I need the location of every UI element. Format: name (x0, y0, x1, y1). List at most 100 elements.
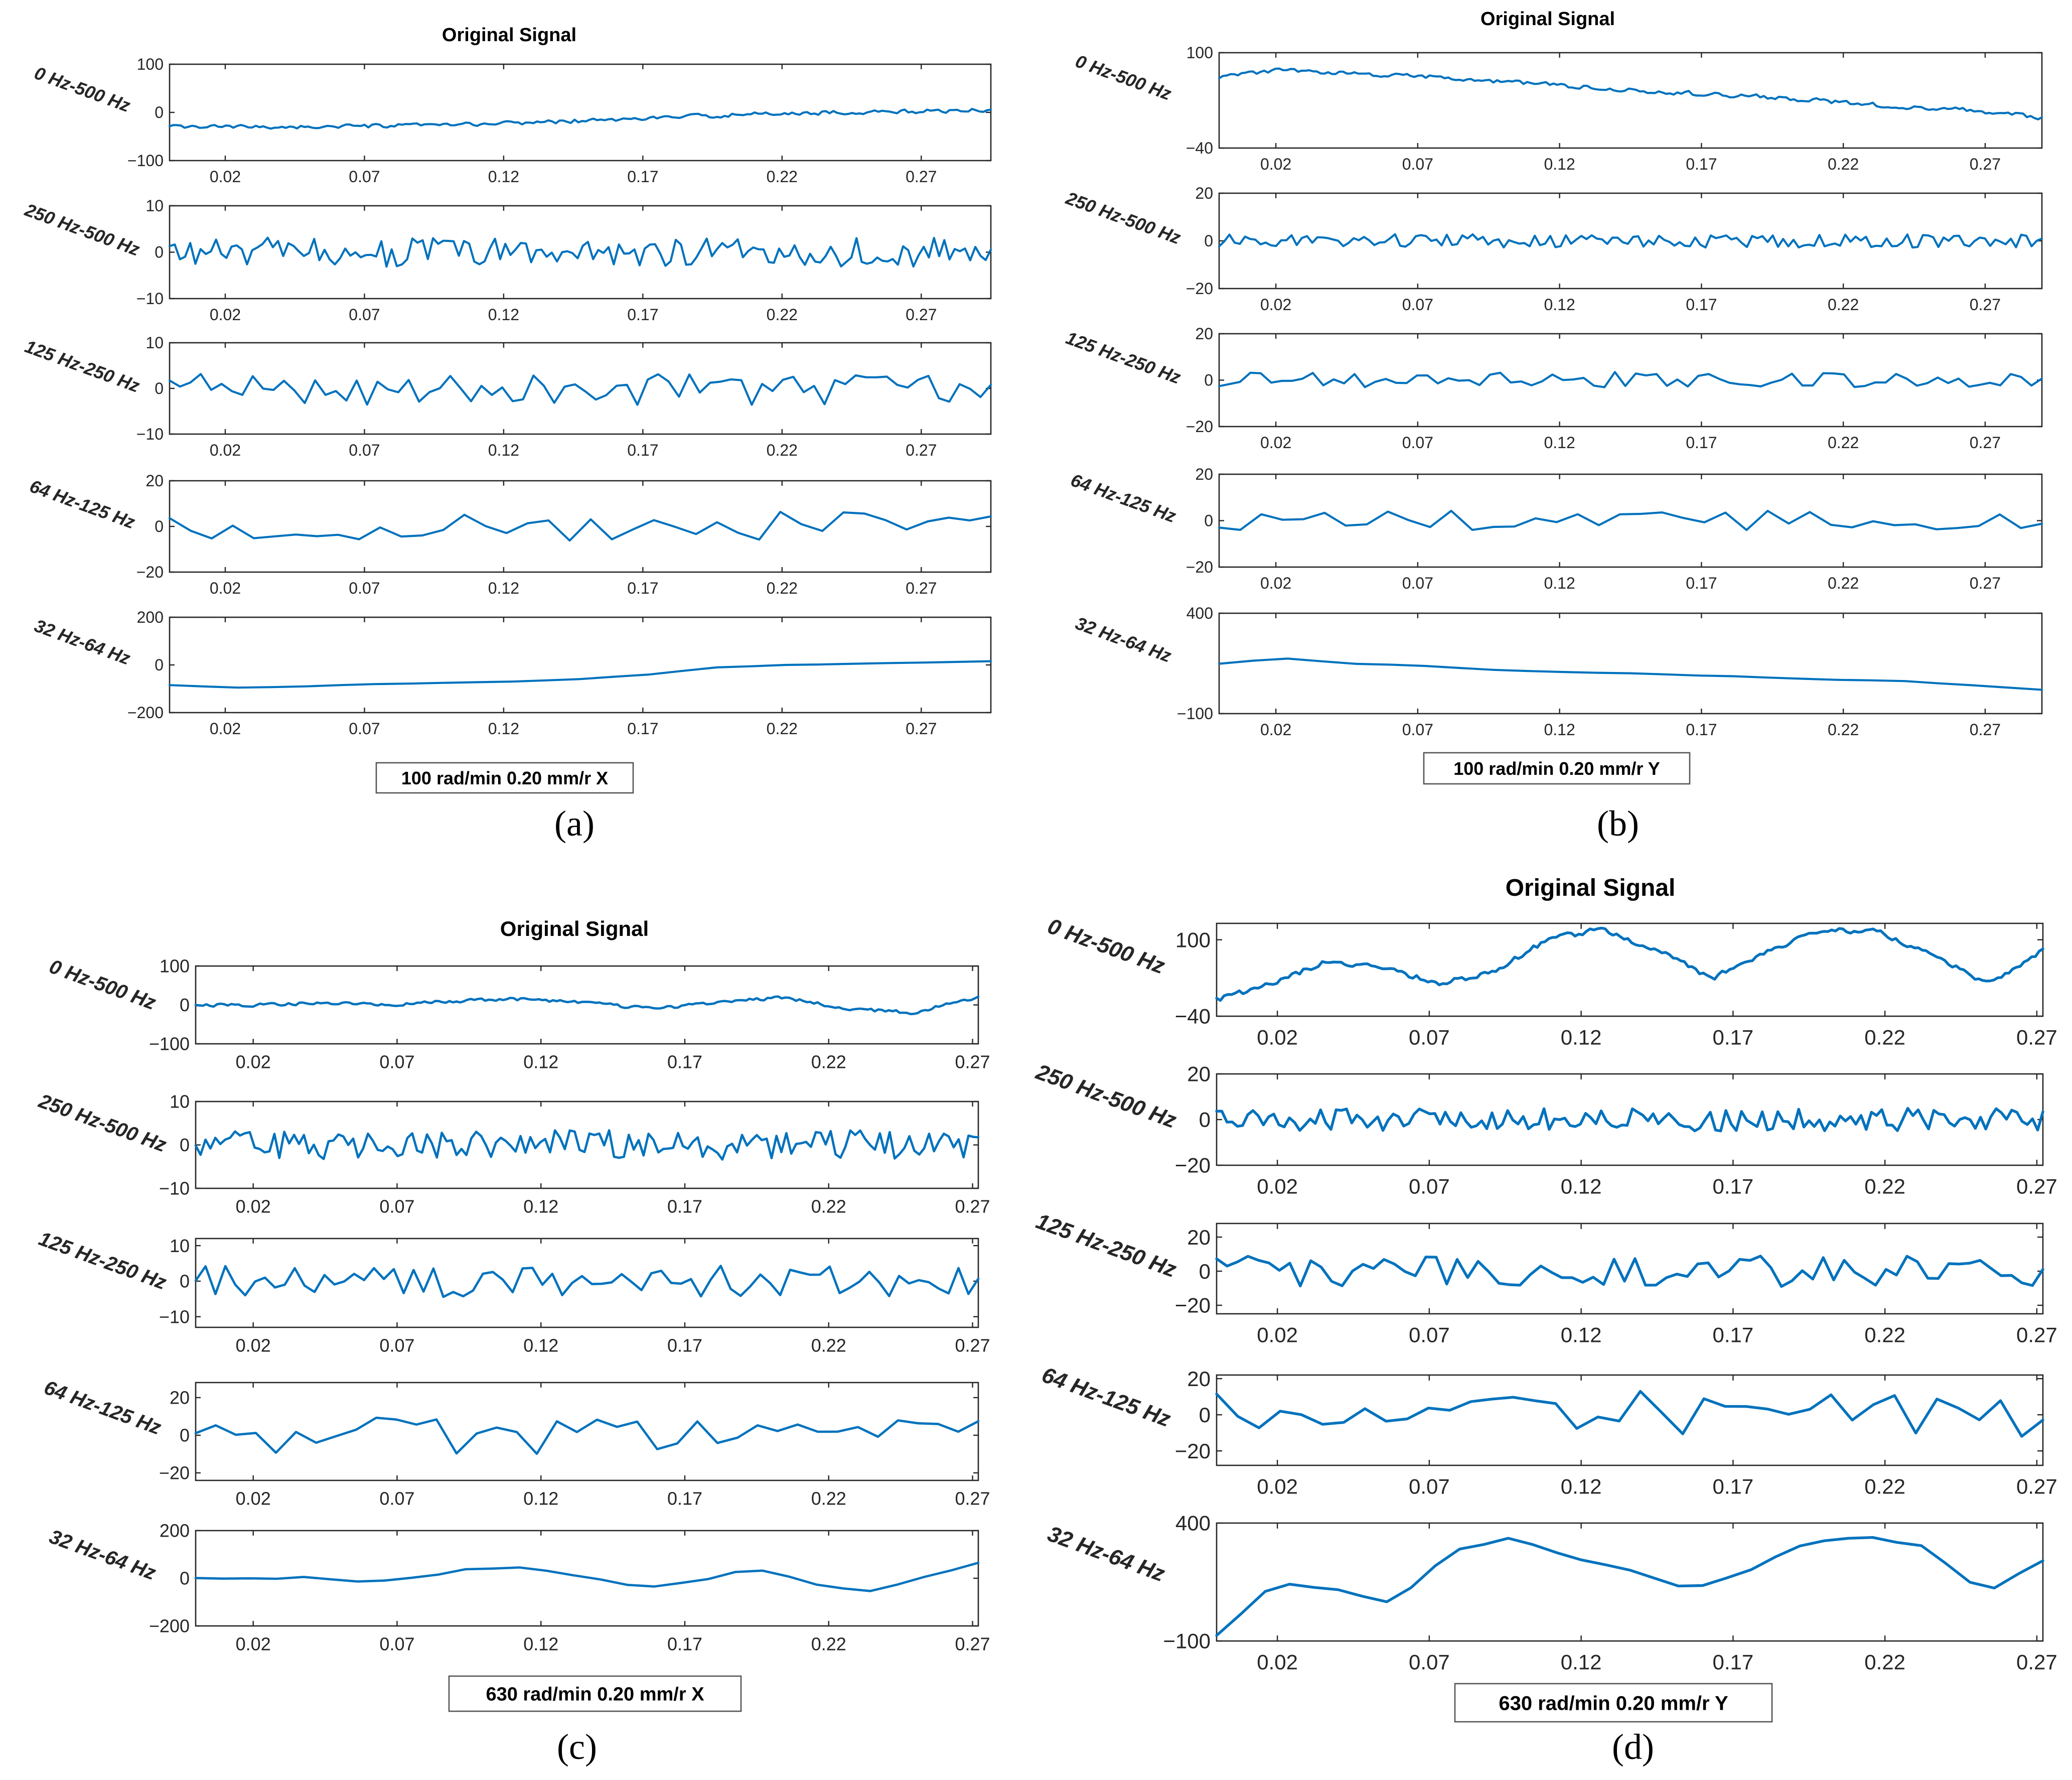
x-tick-label: 0.07 (379, 1634, 414, 1655)
band-label: 250 Hz-500 Hz (22, 199, 143, 260)
y-tick-label: −20 (1186, 280, 1213, 298)
series-line (1218, 657, 2043, 691)
band-label: 0 Hz-500 Hz (32, 62, 133, 116)
chart-title: Original Signal (1481, 9, 1615, 30)
x-tick-label: 0.27 (2016, 1175, 2057, 1198)
x-tick-label: 0.22 (767, 168, 798, 186)
y-tick-label: −200 (127, 704, 164, 722)
y-tick-label: 10 (170, 1091, 190, 1112)
x-tick-label: 0.17 (1713, 1323, 1754, 1347)
y-tick-label: 20 (1187, 1225, 1211, 1249)
x-tick-label: 0.17 (1686, 155, 1717, 173)
x-tick-label: 0.12 (1544, 574, 1575, 592)
panel-label: (c) (557, 1727, 597, 1767)
x-tick-label: 0.07 (1402, 721, 1433, 739)
subplot: 10 0 −10 0.02 0.07 0.12 0.17 0.22 0.27 125 Hz-250… (36, 1227, 990, 1355)
x-tick-label: 0.12 (523, 1052, 558, 1072)
x-tick-label: 0.07 (1409, 1475, 1450, 1498)
caption-box (1454, 1683, 1773, 1723)
x-tick-label: 0.12 (1544, 296, 1575, 314)
subplot: 20 0 −20 0.02 0.07 0.12 0.17 0.22 0.27 125 Hz-250… (1063, 325, 2043, 452)
y-tick-label: 0 (180, 995, 190, 1015)
band-label: 250 Hz-500 Hz (1032, 1059, 1179, 1133)
subplot: 20 0 −20 0.02 0.07 0.12 0.17 0.22 0.27 250 Hz-500… (1063, 184, 2043, 314)
y-tick-label: 20 (145, 472, 164, 490)
x-tick-label: 0.17 (667, 1634, 702, 1655)
x-tick-label: 0.12 (1544, 434, 1575, 452)
y-tick-label: 0 (1199, 1108, 1211, 1132)
y-tick-label: −20 (1186, 418, 1213, 436)
x-tick-label: 0.12 (523, 1196, 558, 1217)
x-tick-label: 0.07 (349, 720, 380, 738)
x-tick-label: 0.02 (210, 306, 241, 324)
y-tick-label: 0 (155, 379, 164, 397)
x-tick-label: 0.02 (1260, 296, 1291, 314)
x-tick-label: 0.22 (811, 1196, 846, 1217)
y-tick-label: −20 (1175, 1439, 1211, 1463)
x-tick-label: 0.12 (1561, 1026, 1602, 1049)
x-tick-label: 0.12 (1561, 1651, 1602, 1674)
y-tick-label: 400 (1187, 604, 1213, 622)
subplot: 400 −100 0.02 0.07 0.12 0.17 0.22 0.27 32 Hz-64 … (1073, 604, 2043, 739)
y-tick-label: −40 (1186, 139, 1213, 157)
y-tick-label: −20 (159, 1463, 190, 1483)
x-tick-label: 0.02 (210, 579, 241, 597)
y-tick-label: 20 (170, 1388, 190, 1408)
x-tick-label: 0.22 (1828, 721, 1859, 739)
y-tick-label: 10 (145, 334, 164, 352)
y-tick-label: 200 (137, 608, 164, 626)
x-tick-label: 0.27 (1970, 574, 2001, 592)
x-tick-label: 0.02 (1260, 434, 1291, 452)
series-line (1218, 371, 2043, 388)
x-tick-label: 0.22 (1864, 1651, 1905, 1674)
x-tick-label: 0.07 (1409, 1175, 1450, 1198)
x-tick-label: 0.27 (2016, 1026, 2057, 1049)
y-tick-label: 0 (180, 1568, 190, 1589)
x-tick-label: 0.27 (906, 579, 937, 597)
x-tick-label: 0.17 (667, 1335, 702, 1356)
x-tick-label: 0.22 (1828, 155, 1859, 173)
band-label: 0 Hz-500 Hz (1045, 914, 1168, 979)
series-line (194, 1561, 980, 1592)
x-tick-label: 0.12 (488, 168, 519, 186)
series-line (1215, 926, 2044, 1002)
x-tick-label: 0.27 (906, 441, 937, 459)
band-label: 32 Hz-64 Hz (46, 1526, 159, 1584)
x-tick-label: 0.17 (667, 1196, 702, 1217)
band-label: 0 Hz-500 Hz (1073, 51, 1174, 104)
x-tick-label: 0.07 (1409, 1323, 1450, 1347)
y-tick-label: 0 (155, 517, 164, 535)
x-tick-label: 0.22 (1864, 1026, 1905, 1049)
band-label: 125 Hz-250 Hz (1033, 1209, 1180, 1282)
x-tick-label: 0.07 (349, 441, 380, 459)
series-line (1218, 509, 2043, 531)
y-tick-label: 0 (1204, 232, 1213, 250)
x-tick-label: 0.12 (1544, 155, 1575, 173)
axes-box (169, 616, 992, 714)
x-tick-label: 0.27 (1970, 155, 2001, 173)
x-tick-label: 0.17 (627, 720, 658, 738)
x-tick-label: 0.17 (1713, 1651, 1754, 1674)
x-tick-label: 0.27 (2016, 1475, 2057, 1498)
series-line (194, 1129, 980, 1161)
y-tick-label: 100 (160, 956, 190, 977)
x-tick-label: 0.07 (1402, 155, 1433, 173)
band-label: 64 Hz-125 Hz (1039, 1362, 1174, 1432)
subplot: 200 0 −200 0.02 0.07 0.12 0.17 0.22 0.27 32 Hz-64… (46, 1521, 990, 1655)
chart-title: Original Signal (442, 25, 576, 46)
x-tick-label: 0.22 (1864, 1175, 1905, 1198)
x-tick-label: 0.12 (488, 720, 519, 738)
subplot: 400 −100 0.02 0.07 0.12 0.17 0.22 0.27 32 Hz-64 … (1045, 1512, 2057, 1674)
subplot: 20 0 −20 0.02 0.07 0.12 0.17 0.22 0.27 64 Hz-125 … (41, 1377, 990, 1509)
series-line (168, 660, 992, 689)
series-line (194, 995, 980, 1015)
subplot: 100 −40 0.02 0.07 0.12 0.17 0.22 0.27 0 Hz-500 H… (1073, 44, 2043, 173)
y-tick-label: 0 (1204, 371, 1213, 389)
caption-text: 100 rad/min 0.20 mm/r X (401, 768, 608, 788)
y-tick-label: 20 (1195, 184, 1213, 202)
y-tick-label: 0 (1199, 1403, 1211, 1427)
x-tick-label: 0.22 (811, 1052, 846, 1072)
x-tick-label: 0.02 (236, 1488, 271, 1509)
x-tick-label: 0.17 (1686, 574, 1717, 592)
x-tick-label: 0.07 (349, 306, 380, 324)
